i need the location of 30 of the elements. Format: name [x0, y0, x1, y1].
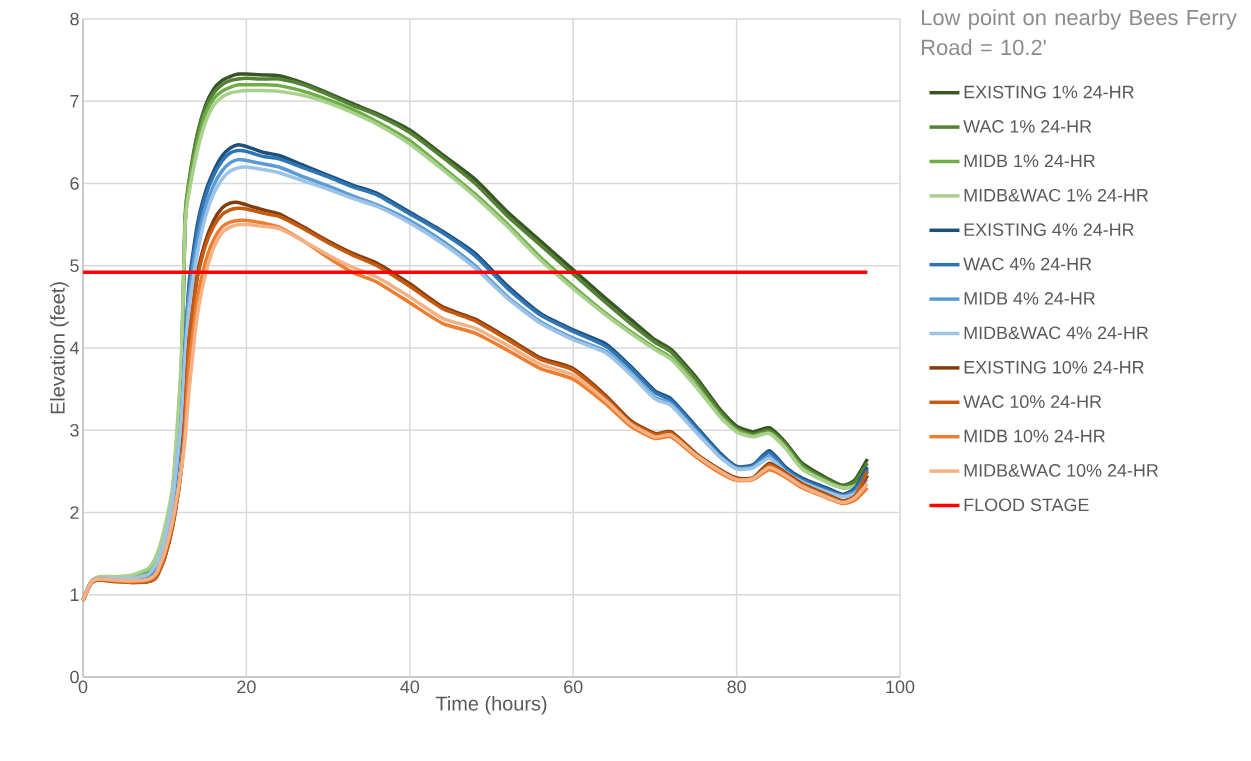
x-tick-label: 20: [237, 680, 256, 694]
legend-label: MIDB 4% 24-HR: [964, 292, 1095, 305]
y-tick-label: 2: [70, 506, 79, 519]
legend-label: MIDB 10% 24-HR: [964, 429, 1105, 443]
y-axis-title: Elevation (feet): [50, 282, 69, 414]
legend-label: MIDB&WAC 10% 24-HR: [964, 464, 1158, 477]
legend-label: FLOOD STAGE: [964, 498, 1089, 512]
legend-label: WAC 4% 24-HR: [963, 257, 1092, 271]
legend-label: EXISTING 1% 24-HR: [964, 85, 1134, 99]
legend-label: MIDB&WAC 4% 24-HR: [964, 326, 1149, 340]
legend-label: EXISTING 10% 24-HR: [964, 360, 1144, 374]
legend-label: WAC 10% 24-HR: [963, 395, 1102, 408]
x-axis-title: Time (hours): [435, 696, 547, 715]
y-tick-label: 7: [70, 95, 79, 108]
x-tick-label: 100: [886, 680, 915, 694]
y-tick-label: 6: [70, 177, 79, 190]
y-tick-label: 5: [70, 259, 79, 272]
legend-label: WAC 1% 24-HR: [963, 120, 1092, 133]
y-tick-label: 8: [70, 12, 79, 26]
x-tick-label: 60: [564, 680, 583, 694]
x-tick-label: 80: [727, 680, 746, 694]
x-tick-label: 40: [400, 680, 420, 694]
y-tick-label: 1: [70, 588, 79, 601]
y-tick-label: 4: [69, 341, 79, 355]
y-tick-label: 3: [70, 423, 79, 437]
legend-label: EXISTING 4% 24-HR: [964, 223, 1134, 236]
legend-label: MIDB 1% 24-HR: [964, 154, 1095, 168]
text: Low point on nearby Bees Ferry Road = 10.2': [922, 9, 1237, 56]
y-tick-label: 0: [70, 670, 79, 684]
legend-label: MIDB&WAC 1% 24-HR: [964, 188, 1149, 202]
